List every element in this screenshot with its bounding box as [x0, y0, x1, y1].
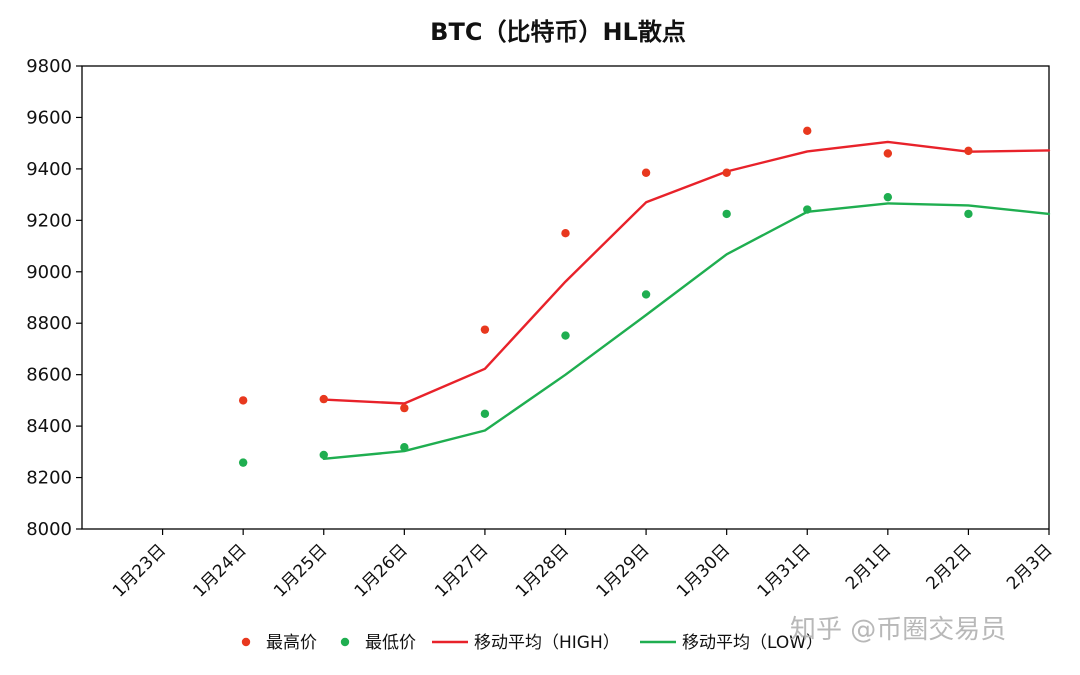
- x-axis: 1月23日 1月24日 1月25日 1月26日 1月27日 1月28日 1月29日 1月30日…: [109, 529, 1057, 602]
- legend-swatch-0: [241, 637, 251, 647]
- y-axis: 8000 8200 8400 8600 8800 9000 9200 9400 9600 9800: [26, 56, 82, 540]
- data-point-0: [480, 325, 490, 334]
- chart-title: BTC（比特币）HL散点: [430, 18, 686, 46]
- x-tick-label: 1月26日: [351, 540, 412, 601]
- y-tick-label: 8600: [26, 365, 72, 386]
- data-point-0: [964, 146, 973, 156]
- data-point-0: [319, 394, 328, 404]
- data-point-0: [400, 403, 409, 413]
- x-tick-label: 2月1日: [842, 540, 895, 593]
- y-tick-label: 8400: [26, 416, 72, 437]
- legend-label-3: 移动平均（LOW）: [682, 633, 823, 653]
- data-point-1: [400, 443, 409, 452]
- y-tick-label: 9400: [26, 159, 72, 180]
- data-point-0: [561, 228, 570, 238]
- data-point-0: [641, 168, 651, 177]
- plot-frame: [81, 65, 1050, 530]
- data-point-1: [319, 450, 328, 460]
- x-tick-label: 1月30日: [673, 540, 734, 601]
- y-tick-label: 9600: [26, 107, 72, 128]
- data-point-0: [803, 126, 812, 136]
- legend-swatch-1: [340, 637, 350, 647]
- y-tick-label: 9000: [26, 262, 72, 283]
- data-point-1: [238, 458, 248, 467]
- legend-label-0: 最高价: [266, 633, 317, 653]
- data-point-0: [238, 396, 248, 405]
- data-point-0: [722, 168, 731, 177]
- legend: 最高价 最低价 移动平均（HIGH） 移动平均（LOW）: [241, 633, 823, 653]
- y-tick-label: 8800: [26, 313, 72, 334]
- data-point-1: [641, 290, 651, 299]
- x-tick-label: 2月2日: [922, 540, 975, 593]
- data-point-1: [480, 409, 490, 418]
- series-lines: [322, 140, 1051, 460]
- y-tick-label: 8000: [26, 519, 72, 540]
- legend-label-2: 移动平均（HIGH）: [474, 633, 620, 653]
- data-point-1: [883, 192, 893, 202]
- series-points: [238, 126, 973, 467]
- data-point-1: [722, 209, 731, 219]
- x-tick-label: 1月31日: [754, 540, 815, 601]
- data-point-1: [964, 209, 973, 219]
- x-tick-label: 1月23日: [109, 540, 170, 601]
- legend-label-1: 最低价: [365, 633, 416, 653]
- x-tick-label: 1月29日: [592, 540, 653, 601]
- y-tick-label: 8200: [26, 468, 72, 489]
- data-point-0: [883, 149, 893, 158]
- data-point-1: [803, 205, 812, 214]
- x-tick-label: 1月24日: [190, 540, 251, 601]
- x-tick-label: 2月3日: [1003, 540, 1056, 593]
- series-line-2: [322, 140, 1051, 405]
- series-line-3: [322, 202, 1051, 460]
- x-tick-label: 1月27日: [431, 540, 492, 601]
- y-tick-label: 9800: [26, 56, 72, 77]
- data-point-1: [561, 331, 570, 340]
- watermark: 知乎 @币圈交易员: [790, 615, 1006, 645]
- y-tick-label: 9200: [26, 210, 72, 231]
- x-tick-label: 1月28日: [512, 540, 573, 601]
- x-tick-label: 1月25日: [270, 540, 331, 601]
